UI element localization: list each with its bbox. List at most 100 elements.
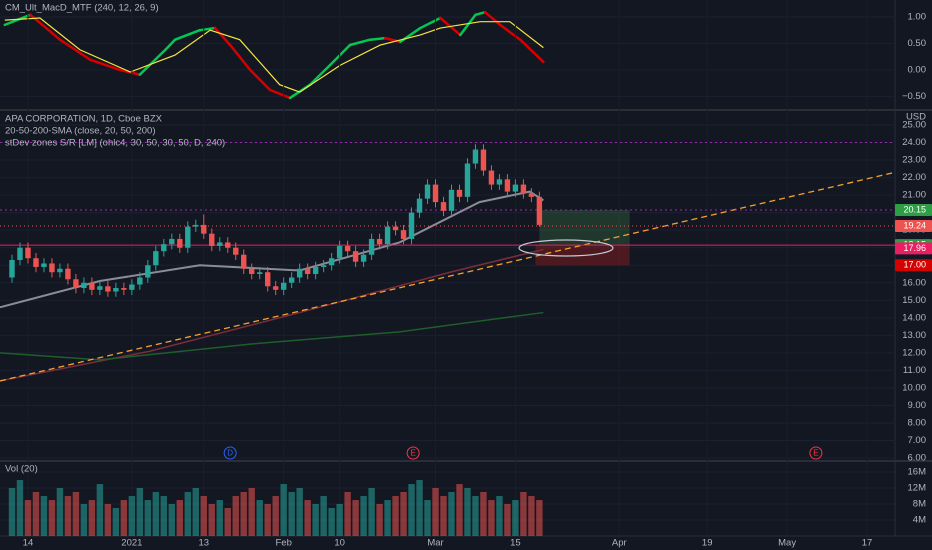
event-marker [223,446,237,460]
indicator-segment [268,88,292,100]
volume-bar [152,492,160,536]
volume-bar [528,496,535,536]
symbol-title: APA CORPORATION, 1D, Cboe BZX [5,114,163,125]
volume-bar [192,488,199,536]
candle-body [113,288,119,292]
volume-bar [40,496,48,536]
x-tick-label: 10 [334,538,345,549]
candle-body [177,238,183,248]
overlay-line [0,190,544,309]
indicator-segment [419,16,442,30]
candle-body [520,184,527,194]
volume-bar [120,500,128,536]
y-tick-label: 6.00 [908,453,927,464]
y-tick-label: 0.50 [908,38,927,49]
volume-bar [464,488,471,536]
candle-body [153,251,159,266]
candle-body [145,265,151,278]
volume-bar [168,504,176,536]
price-label: 20.15 [903,204,926,214]
candle-body [280,282,287,290]
candle-body [376,238,383,245]
candle-body [504,179,511,192]
volume-bar [344,492,351,536]
volume-bar [72,492,80,536]
indicator-segment [368,36,387,41]
indicator-segment [29,13,62,41]
candle-body [209,233,215,246]
volume-bar [520,492,527,536]
y-tick-label: 8M [913,499,926,510]
candle-body [336,245,343,259]
volume-bar [160,496,168,536]
x-tick-label: 13 [198,538,209,549]
indicator-segment [248,68,272,92]
x-tick-label: 17 [862,538,873,549]
candle-body [49,263,55,273]
indicator-segment [474,10,487,17]
candle-body [161,244,167,252]
candle-body [233,247,239,255]
y-tick-label: 13.00 [902,330,926,341]
candle-body [57,268,63,273]
candle-body [304,268,311,274]
indicator-segment [228,43,252,72]
candle-body [89,282,95,290]
event-label: D [227,449,233,458]
volume-bar [352,500,359,536]
volume-bar [512,500,519,536]
candle-body [368,238,375,255]
candle-body [472,149,479,164]
candle-body [241,254,247,269]
candle-body [217,242,223,246]
price-label: 17.00 [903,260,926,270]
y-tick-label: 23.00 [902,155,926,166]
volume-bar [128,496,136,536]
volume-bar [48,500,56,536]
event-label: E [410,449,415,458]
volume-bar [272,496,279,536]
volume-bar [8,488,16,536]
candle-body [432,184,439,203]
volume-legend: Vol (20) [5,464,38,475]
y-tick-label: 16M [908,467,927,478]
volume-bar [176,500,183,536]
volume-bar [392,496,399,536]
y-tick-label: 0.00 [908,64,927,75]
volume-bar [328,508,335,536]
volume-bar [288,492,295,536]
event-marker [809,446,823,460]
y-tick-label: 10.00 [902,382,926,393]
volume-bar [536,500,543,536]
volume-bar [200,496,207,536]
x-tick-label: Feb [275,538,291,549]
candle-body [97,286,103,290]
volume-bar [232,496,239,536]
event-label: E [813,449,818,458]
volume-bar [360,496,367,536]
indicator-segment [483,10,502,27]
price-label: 19.24 [903,220,926,230]
volume-bar [136,488,144,536]
y-tick-label: 9.00 [908,400,927,411]
y-tick-label: 22.00 [902,172,926,183]
volume-bar [336,504,343,536]
overlay-line [0,248,544,382]
x-tick-label: 14 [23,538,34,549]
candle-body [121,288,127,290]
y-tick-label: 8.00 [908,418,927,429]
indicator-segment [308,63,332,86]
highlight-ellipse [518,239,614,257]
price-label-box [895,242,932,255]
x-tick-label: 15 [510,538,521,549]
candle-body [456,189,463,197]
candle-body [17,247,23,260]
x-tick-label: Apr [612,538,627,549]
volume-bar [368,488,375,536]
volume-bar [320,496,327,536]
candle-body [193,224,199,227]
x-tick-label: May [778,538,796,549]
volume-bar [88,500,96,536]
candle-body [185,226,191,248]
volume-bar [96,484,104,536]
